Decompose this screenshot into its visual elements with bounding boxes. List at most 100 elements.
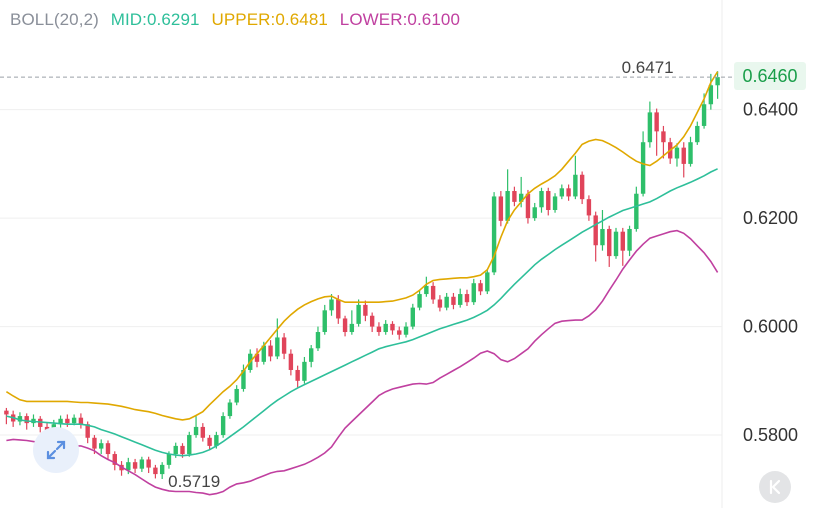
candle-body [688, 142, 693, 164]
candle-55 [376, 322, 382, 336]
candle-64 [437, 295, 443, 312]
candle-43 [295, 365, 300, 388]
candle-77 [525, 189, 531, 224]
candle-body [207, 437, 212, 446]
lower-value: LOWER:0.6100 [339, 10, 461, 29]
candle-20 [139, 456, 145, 472]
candle-body [478, 283, 483, 292]
candle-74 [505, 169, 510, 224]
candle-body [397, 330, 402, 335]
candle-body [234, 388, 239, 403]
candle-body [275, 337, 280, 357]
candle-16 [112, 451, 117, 471]
candle-85 [579, 171, 585, 205]
candle-39 [268, 340, 273, 362]
candle-body [288, 353, 294, 370]
bollinger-bands [5, 71, 719, 496]
candle-body [139, 459, 145, 469]
candle-body [451, 296, 456, 305]
candle-body [322, 310, 327, 333]
candle-body [383, 323, 388, 333]
candle-body [159, 464, 165, 475]
candle-body [620, 231, 625, 251]
candle-44 [302, 356, 307, 384]
candle-body [600, 228, 605, 246]
candle-41 [281, 333, 287, 360]
candle-58 [397, 326, 402, 340]
candle-48 [329, 294, 334, 316]
candle-body [485, 272, 490, 292]
candle-body [261, 345, 266, 362]
candle-37 [254, 348, 260, 368]
candle-body [214, 435, 219, 446]
candle-body [559, 188, 565, 197]
candle-body [715, 77, 720, 86]
candle-50 [342, 315, 348, 337]
candle-86 [586, 195, 592, 221]
candle-body [58, 418, 63, 425]
candle-51 [349, 310, 355, 335]
candle-body [146, 459, 151, 468]
candle-body [586, 199, 592, 216]
candle-body [647, 112, 653, 143]
candle-30 [207, 435, 212, 451]
band-lower-line [6, 229, 719, 496]
candle-100 [681, 142, 686, 178]
candle-body [546, 191, 551, 210]
candle-90 [613, 227, 619, 259]
current-price-tag: 0.6460 [734, 62, 806, 90]
y-tick-label-1: 0.6200 [743, 208, 798, 228]
candle-body [112, 454, 117, 465]
candle-95 [647, 101, 653, 148]
candle-97 [661, 125, 666, 159]
candle-23 [159, 462, 165, 479]
candle-body [126, 462, 131, 471]
band-upper-line [5, 71, 719, 421]
candle-body [187, 435, 192, 455]
candle-8 [58, 415, 63, 429]
candle-body [281, 337, 287, 354]
candle-28 [193, 416, 199, 438]
candle-27 [187, 431, 192, 457]
expand-button[interactable] [33, 427, 79, 473]
candle-body [268, 345, 273, 357]
candle-19 [132, 458, 138, 474]
candle-53 [363, 300, 368, 322]
high-price-annotation: 0.6471 [622, 58, 674, 77]
candle-body [295, 369, 300, 381]
candle-61 [417, 289, 422, 311]
candle-body [363, 304, 368, 316]
candle-body [458, 294, 463, 305]
candle-body [505, 191, 510, 221]
candle-body [627, 228, 632, 251]
candle-32 [220, 412, 226, 438]
candle-body [403, 326, 409, 335]
candles [4, 71, 720, 479]
boll-legend: BOLL(20,2) MID:0.6291 UPPER:0.6481 LOWER… [10, 10, 467, 30]
candle-71 [485, 269, 490, 295]
candle-body [65, 418, 70, 424]
candle-91 [620, 227, 625, 266]
candle-body [681, 147, 686, 164]
candle-body [417, 294, 422, 308]
candle-body [430, 285, 436, 300]
candle-22 [153, 464, 158, 479]
candle-body [471, 283, 476, 303]
candle-65 [444, 292, 449, 311]
candle-42 [288, 349, 294, 376]
candle-body [180, 445, 185, 455]
candle-52 [356, 299, 361, 327]
candle-body [24, 416, 29, 424]
kline-toggle-button[interactable] [759, 471, 791, 503]
candle-body [661, 131, 666, 143]
candle-body [464, 294, 470, 303]
candle-2 [17, 412, 23, 426]
candle-body [491, 196, 497, 273]
candle-body [166, 454, 172, 465]
boll-name: BOLL(20,2) [10, 10, 99, 29]
candle-body [674, 147, 680, 159]
candle-102 [695, 121, 700, 145]
candle-0 [4, 407, 9, 425]
candle-body [518, 193, 524, 202]
